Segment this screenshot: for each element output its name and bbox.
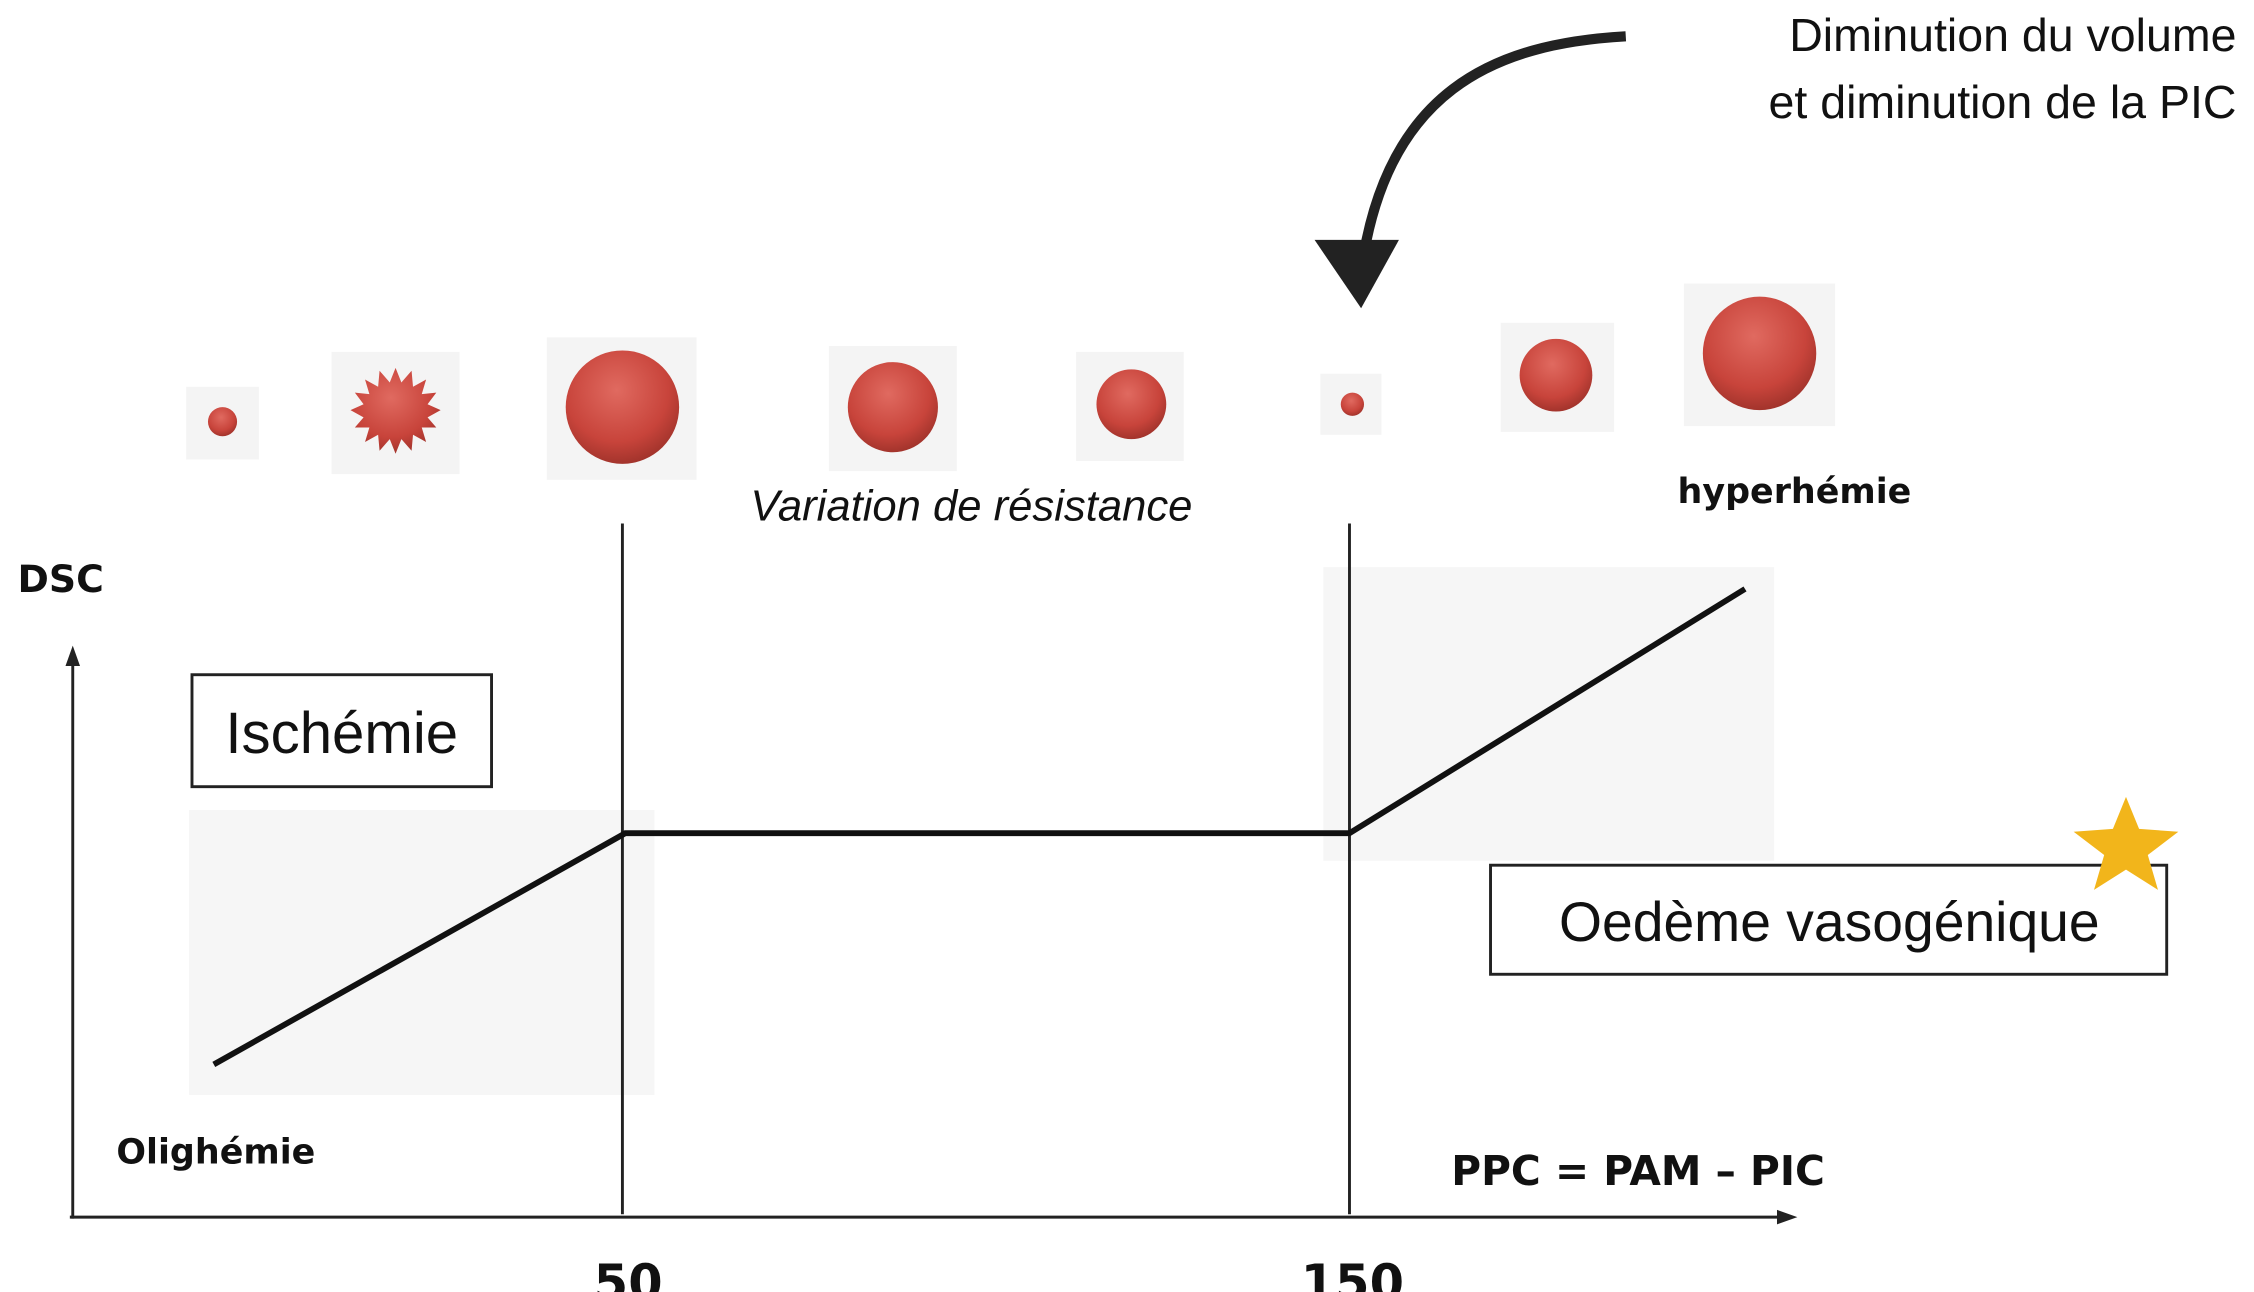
diagram: Diminution du volume et diminution de la… xyxy=(0,0,2254,1292)
shade xyxy=(189,810,654,1095)
oligemia-label: Olighémie xyxy=(116,1132,315,1172)
x-axis-label: PPC = PAM – PIC xyxy=(1451,1147,1825,1195)
arrowhead xyxy=(65,646,80,666)
y-axis-label: DSC xyxy=(17,557,103,601)
page: Diminution du volume et diminution de la… xyxy=(0,0,2254,1292)
x-tick-label: 50 xyxy=(594,1254,663,1292)
ischemia-label: Ischémie xyxy=(225,701,458,766)
resistance-label: Variation de résistance xyxy=(750,483,1192,531)
annotation: et diminution de la PIC xyxy=(1769,76,2237,128)
x-tick-label: 150 xyxy=(1301,1254,1404,1292)
annotation-arrow xyxy=(1360,36,1626,283)
arrowhead xyxy=(1315,240,1399,308)
arrowhead xyxy=(1777,1210,1797,1225)
vessels xyxy=(186,284,1835,480)
edema-label: Oedème vasogénique xyxy=(1559,891,2100,953)
hyperemia-label: hyperhémie xyxy=(1678,472,1912,512)
annotation: Diminution du volume xyxy=(1789,9,2236,61)
